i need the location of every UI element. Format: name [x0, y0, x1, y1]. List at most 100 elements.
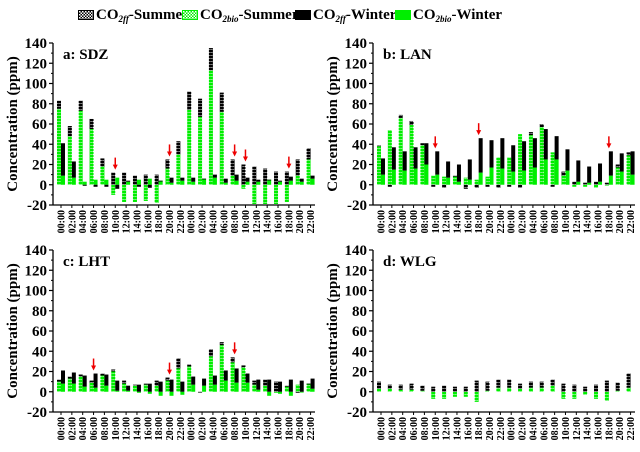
x-tick-label: 22:00: [176, 210, 187, 233]
bar-co2ff-winter: [115, 380, 120, 391]
x-tick-label: 04:00: [208, 210, 219, 233]
bar-co2bio-summer: [409, 125, 414, 185]
bar-co2ff-winter: [202, 178, 207, 180]
bar-co2ff-winter: [158, 381, 163, 392]
bar-co2ff-summer: [550, 184, 555, 187]
bar-co2ff-winter: [115, 184, 120, 189]
bar-co2ff-winter: [522, 141, 527, 171]
bar-co2ff-summer: [263, 168, 268, 185]
bar-co2ff-winter: [565, 149, 570, 171]
bar-co2ff-winter: [256, 179, 261, 182]
legend-label: CO2ff-Winter: [313, 6, 397, 24]
bar-co2ff-summer: [474, 184, 479, 188]
bar-co2ff-summer: [572, 384, 577, 392]
bar-co2bio-summer: [420, 145, 425, 185]
x-tick-label: 20:00: [485, 210, 496, 233]
x-tick-label: 06:00: [89, 210, 100, 233]
bar-co2ff-winter: [212, 375, 217, 385]
bar-co2bio-summer: [431, 391, 436, 399]
bar-co2ff-winter: [82, 184, 87, 186]
bar-co2bio-summer: [572, 391, 577, 399]
bar-co2bio-winter: [267, 391, 272, 396]
bar-co2ff-summer: [420, 143, 425, 146]
bar-co2ff-summer: [78, 100, 83, 111]
bar-co2bio-winter: [212, 384, 217, 392]
y-tick-label: 100: [25, 77, 48, 93]
bar-co2bio-summer: [241, 184, 246, 189]
x-tick-label: 20:00: [485, 417, 496, 440]
bar-co2bio-winter: [61, 383, 65, 392]
bar-co2bio-summer: [219, 111, 224, 185]
bar-co2bio-winter: [310, 388, 315, 392]
bar-co2bio-summer: [176, 154, 181, 185]
x-tick-label: 08:00: [230, 210, 241, 233]
y-tick-label: 20: [352, 365, 367, 381]
bar-co2bio-winter: [256, 389, 261, 392]
red-arrow-icon: [242, 149, 248, 162]
y-tick-label: 0: [360, 385, 368, 401]
legend-item-bio-winter: CO2bio-Winter: [395, 7, 502, 24]
bar-co2ff-summer: [561, 383, 566, 392]
y-tick-label: 140: [345, 36, 368, 52]
bar-co2bio-summer: [507, 157, 512, 185]
bar-co2ff-summer: [583, 386, 588, 392]
bar-co2ff-summer: [143, 383, 148, 385]
x-tick-label: 20:00: [295, 417, 306, 440]
legend-label: CO2ff-Summer: [96, 6, 189, 24]
bar-co2ff-summer: [572, 181, 577, 185]
bar-co2ff-summer: [518, 383, 523, 389]
bar-co2ff-winter: [212, 174, 217, 178]
x-tick-label: 22:00: [176, 417, 187, 440]
bar-co2bio-summer: [306, 383, 311, 392]
bar-co2ff-summer: [208, 48, 213, 71]
bar-co2ff-summer: [230, 159, 235, 176]
bar-co2ff-winter: [147, 184, 152, 188]
bar-co2bio-winter: [61, 175, 65, 185]
bar-co2bio-winter: [278, 181, 283, 185]
bar-co2ff-summer: [463, 184, 468, 189]
legend-swatch-icon: [395, 10, 411, 20]
y-tick-label: 0: [40, 385, 48, 401]
bar-co2ff-winter: [598, 163, 603, 182]
bar-co2bio-winter: [191, 181, 196, 185]
x-tick-label: 06:00: [409, 417, 420, 440]
bar-co2bio-summer: [154, 184, 159, 203]
bar-co2ff-summer: [528, 132, 533, 136]
bar-co2ff-winter: [587, 166, 592, 183]
y-tick-label: 40: [352, 137, 367, 153]
panel-lan: Concentration (ppm) -20 0 20 40 60 80 100 120 140…: [325, 36, 637, 233]
bar-co2ff-summer: [615, 164, 620, 168]
bar-co2bio-winter: [147, 391, 152, 394]
y-tick-label: 20: [32, 158, 47, 174]
bar-co2ff-summer: [485, 184, 490, 187]
bar-co2bio-summer: [452, 176, 457, 185]
bar-co2bio-winter: [630, 174, 635, 185]
bar-co2bio-summer: [89, 129, 94, 185]
y-tick-label: 40: [32, 344, 47, 360]
x-tick-label: 22:00: [626, 417, 637, 440]
bar-co2ff-summer: [431, 184, 436, 187]
bar-co2ff-summer: [241, 164, 246, 185]
x-tick-label: 18:00: [284, 417, 295, 440]
bar-co2ff-summer: [442, 184, 447, 188]
bar-co2ff-summer: [626, 152, 631, 156]
x-tick-label: 10:00: [241, 417, 252, 440]
bar-co2bio-winter: [435, 174, 440, 185]
bar-co2ff-summer: [442, 385, 447, 392]
bar-co2bio-summer: [615, 390, 620, 392]
bar-co2ff-winter: [234, 368, 239, 383]
red-arrow-icon: [167, 362, 173, 375]
bar-co2bio-winter: [565, 170, 570, 185]
x-tick-label: 02:00: [518, 210, 529, 233]
bar-co2ff-winter: [630, 151, 635, 175]
bar-co2ff-summer: [295, 159, 300, 176]
bar-co2bio-winter: [104, 179, 109, 185]
bar-co2bio-summer: [78, 110, 83, 185]
bar-co2bio-summer: [583, 184, 588, 187]
y-tick-label: 40: [32, 137, 47, 153]
bar-co2ff-summer: [78, 374, 83, 377]
bar-co2ff-winter: [381, 158, 385, 175]
bar-co2bio-winter: [299, 181, 304, 185]
bar-co2bio-winter: [136, 179, 141, 185]
red-arrow-icon: [232, 144, 238, 157]
